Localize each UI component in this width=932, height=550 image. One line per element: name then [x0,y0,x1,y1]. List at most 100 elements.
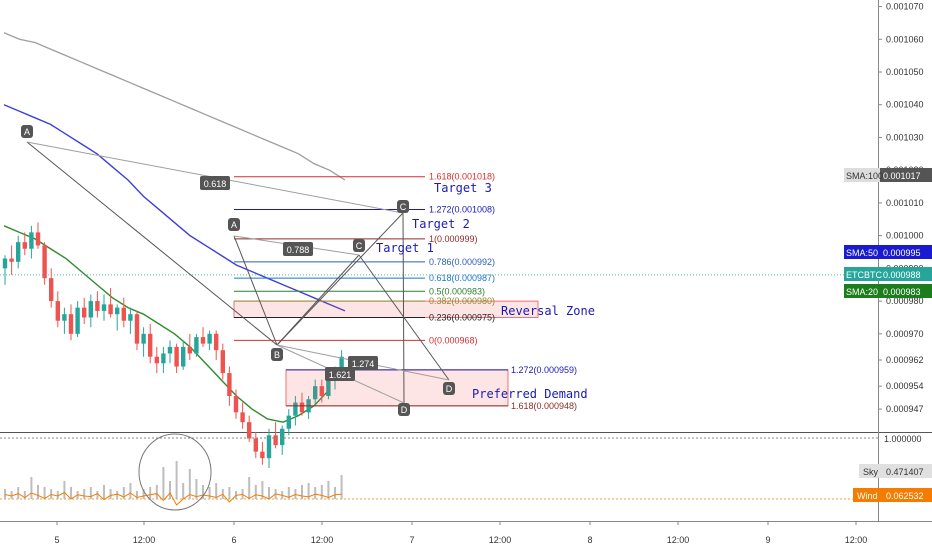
price-tick-label: 0.001050 [886,67,924,77]
candle-body [9,258,14,262]
candle-body [200,337,206,344]
sky-bar [142,489,145,499]
fib-level-label: 1.618(0.001018) [429,172,495,182]
sky-bar [169,481,171,499]
candle-body [260,451,265,459]
candle-body [29,232,34,249]
candle-body [35,232,41,246]
sky-bar [89,487,92,499]
candle-body [16,242,21,262]
candle-body [115,307,120,315]
svg-text:C: C [400,202,407,212]
fib-level-label: 1.272(0.001008) [429,204,495,214]
time-tick-label: 12:00 [667,535,690,545]
sky-bar [340,475,343,499]
pattern-leg-bc [276,212,404,346]
time-tick-label: 12:00 [311,535,334,545]
highlight-circle [138,433,212,511]
sky-bar [10,491,13,499]
candle-body [233,396,239,413]
sky-bar [248,477,251,499]
svg-text:D: D [446,384,453,394]
candle-body [141,333,146,344]
candle-body [42,245,47,279]
pattern-leg-cd [402,212,405,404]
fib-level-label: 0(0.000968) [429,335,478,345]
svg-text:Sky: Sky [863,467,879,477]
pattern-label-d-small: D [443,382,455,395]
candle-body [167,346,173,354]
sky-bar [43,487,46,499]
sky-bar [136,491,138,499]
time-tick-label: 12:00 [845,535,868,545]
sky-bar [103,485,105,499]
candle-body [326,379,331,396]
sky-bar [109,489,112,499]
candle-body [273,435,278,446]
badge-symbol: ETCBTC 0.000988 [844,267,932,281]
candle-body [68,314,74,334]
fib-extension-label: 1.272(0.000959) [511,365,577,375]
sky-bar [208,487,211,499]
sky-bar [175,461,178,499]
pattern-label-d-large: D [398,403,410,416]
svg-text:1.274: 1.274 [352,359,375,369]
ratio-label-0788: 0.788 [283,242,313,256]
svg-text:D: D [401,405,408,415]
sky-bar [301,485,303,499]
pattern-leg-cd-small [358,254,450,381]
pattern-label-a-small: A [228,218,240,231]
svg-text:0.000983: 0.000983 [883,287,921,297]
ratio-label-1274: 1.274 [348,356,378,370]
price-pane[interactable] [0,0,878,432]
sky-bar [4,489,6,499]
sky-bar [254,485,257,499]
sky-bar [261,481,264,499]
price-tick-label: 0.001030 [886,132,924,142]
svg-text:SMA:50: SMA:50 [846,248,878,258]
candle-body [154,356,159,364]
sky-bar [17,487,20,499]
sky-bar [116,491,119,499]
wind-line [4,491,342,506]
badge-sma100: SMA:100 0.001017 [844,168,932,182]
svg-text:0.471407: 0.471407 [886,467,924,477]
pattern-leg-bc-small [276,254,360,346]
price-tick-label: 0.001000 [886,231,924,241]
sky-bar [37,485,39,499]
indicator-pane[interactable] [0,433,878,521]
svg-text:ETCBTC: ETCBTC [846,270,883,280]
pattern-label-b: B [271,348,283,361]
svg-text:A: A [231,220,237,230]
candle-body [214,333,219,351]
sma-200-line [3,32,346,181]
candle-body [134,314,140,344]
candle-body [75,307,80,334]
sky-bar [268,487,270,499]
sky-bar [202,485,204,499]
sky-bar [228,487,231,499]
sky-bar [188,469,191,499]
fib-level-label: 1(0.000999) [429,234,478,244]
badge-wind: Wind 0.062532 [853,488,932,502]
candle-body [339,356,344,374]
sma-100-line [3,104,346,312]
time-tick-label: 8 [587,535,592,545]
candle-body [22,242,27,249]
annotation-target-2: Target 2 [412,217,470,231]
fib-level-label: 0.618(0.000987) [429,273,495,283]
svg-text:0.000995: 0.000995 [883,248,921,258]
candle-body [49,278,54,302]
candle-body [108,304,113,315]
svg-text:0.000988: 0.000988 [883,270,921,280]
candle-body [128,314,133,321]
sky-bar [63,481,66,499]
candle-body [220,350,225,374]
candle-body [313,386,318,400]
svg-text:A: A [24,127,30,137]
candle-body [88,301,93,318]
sky-bar [307,483,310,499]
sky-bar [155,485,158,499]
